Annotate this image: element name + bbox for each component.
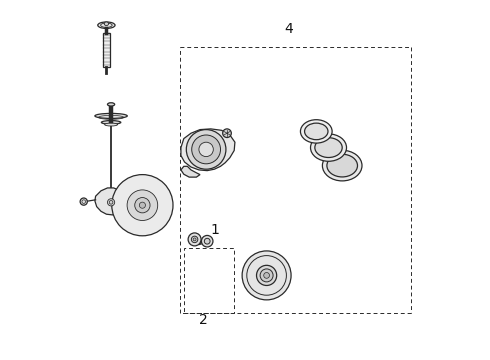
- Circle shape: [135, 198, 150, 213]
- Circle shape: [80, 198, 87, 205]
- Text: 1: 1: [199, 224, 219, 245]
- Circle shape: [257, 265, 277, 285]
- Ellipse shape: [107, 103, 115, 106]
- Circle shape: [188, 233, 201, 246]
- Text: 3: 3: [258, 254, 276, 286]
- Circle shape: [112, 175, 173, 236]
- Circle shape: [264, 273, 270, 278]
- Circle shape: [260, 269, 273, 282]
- Circle shape: [186, 130, 226, 169]
- Circle shape: [192, 135, 220, 164]
- Circle shape: [242, 251, 291, 300]
- Ellipse shape: [315, 138, 342, 158]
- Polygon shape: [181, 129, 235, 171]
- Ellipse shape: [300, 120, 332, 143]
- Polygon shape: [95, 188, 126, 215]
- Ellipse shape: [104, 123, 118, 126]
- Circle shape: [127, 190, 158, 220]
- Circle shape: [107, 199, 115, 206]
- Bar: [103, 33, 110, 67]
- Circle shape: [199, 142, 213, 157]
- Ellipse shape: [327, 154, 358, 177]
- Circle shape: [204, 238, 210, 244]
- Circle shape: [201, 235, 213, 247]
- Text: 2: 2: [199, 314, 208, 327]
- Ellipse shape: [104, 22, 109, 26]
- Text: 4: 4: [284, 22, 293, 36]
- Ellipse shape: [305, 123, 328, 140]
- Ellipse shape: [98, 22, 115, 28]
- Ellipse shape: [322, 150, 362, 181]
- Ellipse shape: [101, 121, 121, 124]
- Circle shape: [139, 202, 146, 208]
- Bar: [184, 248, 234, 313]
- Ellipse shape: [95, 113, 127, 118]
- Circle shape: [193, 238, 196, 241]
- Circle shape: [222, 129, 231, 138]
- Circle shape: [192, 236, 198, 243]
- Polygon shape: [181, 166, 200, 177]
- Ellipse shape: [311, 134, 346, 161]
